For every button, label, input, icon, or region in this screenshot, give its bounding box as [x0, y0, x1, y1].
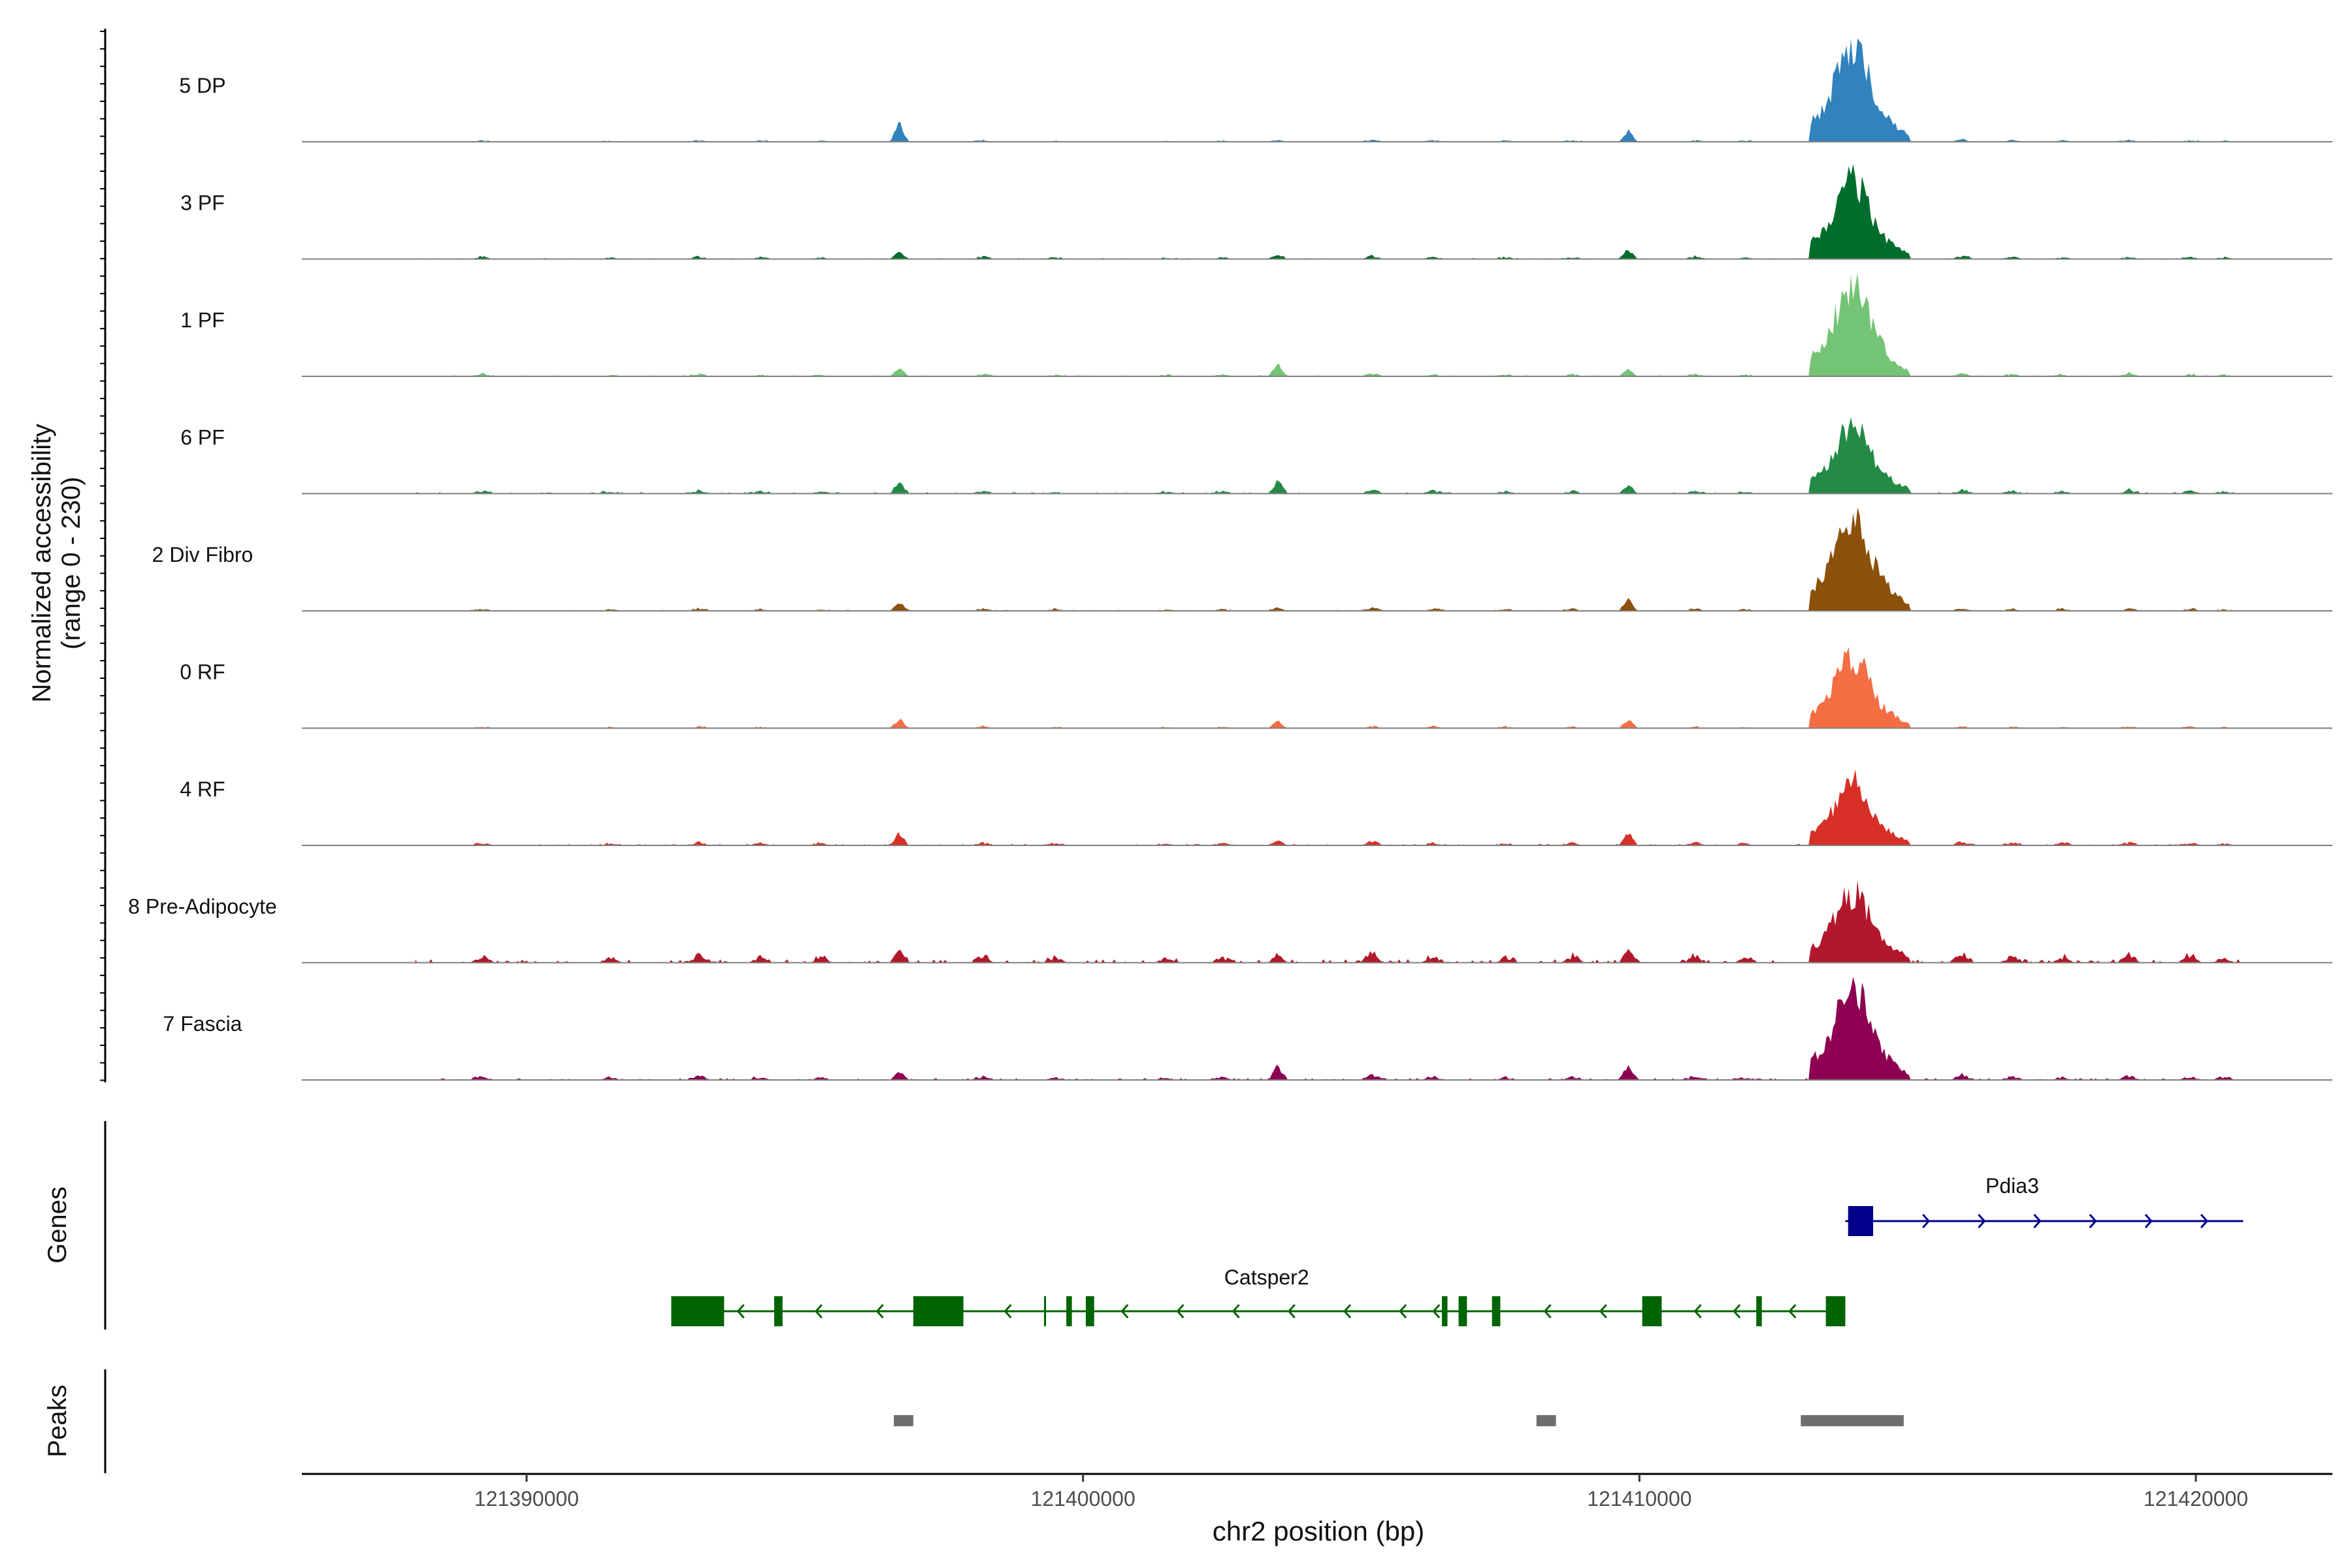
strand-arrow — [1176, 1303, 1184, 1319]
strand-arrow — [736, 1303, 745, 1319]
coverage-area-4 — [415, 508, 2241, 611]
gene-exon — [1756, 1296, 1762, 1326]
coverage-track-4 — [302, 508, 2332, 612]
coverage-area-1 — [415, 164, 2241, 259]
genes-panel-label: Genes — [43, 1186, 72, 1264]
strand-arrow — [2089, 1213, 2097, 1229]
strand-arrow — [1343, 1303, 1352, 1319]
track-label-5: 0 RF — [180, 661, 225, 684]
coverage-tracks — [302, 39, 2332, 1081]
strand-arrow — [1399, 1303, 1407, 1319]
x-tick-label: 121400000 — [1031, 1487, 1135, 1511]
track-label-4: 2 Div Fibro — [152, 543, 253, 566]
x-tick-label: 121390000 — [474, 1487, 579, 1511]
strand-arrow — [1922, 1213, 1931, 1229]
strand-arrow — [1232, 1303, 1240, 1319]
strand-arrow — [1978, 1213, 1986, 1229]
strand-arrow — [1432, 1303, 1441, 1319]
coverage-track-6 — [302, 769, 2332, 846]
coverage-area-2 — [415, 273, 2241, 376]
strand-arrow — [1287, 1303, 1296, 1319]
x-tick-label: 121410000 — [1587, 1487, 1691, 1511]
gene-label-catsper2: Catsper2 — [1224, 1266, 1309, 1289]
y-axis-label-line-1: Normalized accessibility — [27, 424, 56, 703]
strand-arrow — [2200, 1213, 2209, 1229]
strand-arrow — [1004, 1303, 1012, 1319]
coverage-track-1 — [302, 164, 2332, 260]
genes-panel: Genes Pdia3 Catsper2 — [43, 1121, 2244, 1330]
strand-arrow — [1733, 1303, 1741, 1319]
peaks-panel-label: Peaks — [43, 1384, 72, 1457]
track-label-2: 1 PF — [180, 308, 225, 332]
gene-exon — [1492, 1296, 1501, 1326]
coverage-area-0 — [415, 39, 2241, 142]
peak-region — [1536, 1415, 1556, 1426]
coverage-track-8 — [302, 977, 2332, 1081]
strand-arrow — [875, 1303, 884, 1319]
track-label-6: 4 RF — [180, 777, 225, 801]
coverage-track-0 — [302, 39, 2332, 142]
coverage-area-5 — [415, 647, 2241, 728]
strand-arrow — [1693, 1303, 1702, 1319]
track-label-7: 8 Pre-Adipocyte — [128, 895, 277, 919]
gene-exon — [671, 1296, 725, 1326]
track-labels: 5 DP 3 PF 1 PF 6 PF 2 Div Fibro 0 RF 4 RF 8 Pre… — [128, 74, 277, 1036]
gene-exon — [774, 1296, 783, 1326]
strand-arrow — [1543, 1303, 1552, 1319]
gene-exon — [1044, 1296, 1047, 1326]
track-label-1: 3 PF — [180, 191, 225, 215]
gene-exon — [1085, 1296, 1094, 1326]
strand-arrow — [2033, 1213, 2042, 1229]
gene-pdia3: Pdia3 — [1845, 1174, 2244, 1236]
coverage-track-5 — [302, 647, 2332, 729]
track-label-8: 7 Fascia — [163, 1012, 242, 1036]
gene-exon — [1848, 1206, 1874, 1236]
x-axis-label: chr2 position (bp) — [1213, 1516, 1425, 1546]
strand-arrow — [1599, 1303, 1607, 1319]
coverage-area-3 — [415, 417, 2241, 494]
x-tick-label: 121420000 — [2144, 1487, 2248, 1511]
coverage-area-8 — [415, 977, 2241, 1080]
coverage-track-3 — [302, 417, 2332, 495]
gene-exon — [913, 1296, 964, 1326]
strand-arrow — [814, 1303, 823, 1319]
track-label-3: 6 PF — [180, 426, 225, 449]
strand-arrow — [1120, 1303, 1129, 1319]
gene-catsper2: Catsper2 — [671, 1266, 1846, 1326]
strand-arrow — [1788, 1303, 1797, 1319]
x-axis: 121390000 121400000 121410000 121420000 chr2… — [302, 1473, 2332, 1546]
gene-exon — [1642, 1296, 1662, 1326]
coverage-y-axis: Normalized accessibility (range 0 - 230) — [27, 29, 106, 1083]
peak-region — [1801, 1415, 1904, 1426]
coverage-track-7 — [302, 880, 2332, 964]
peaks-panel: Peaks — [43, 1369, 1904, 1473]
coverage-track-2 — [302, 273, 2332, 377]
gene-label-pdia3: Pdia3 — [1985, 1174, 2039, 1198]
coverage-area-6 — [415, 769, 2241, 845]
gene-exon — [1066, 1296, 1072, 1326]
track-label-0: 5 DP — [179, 74, 225, 97]
y-axis-label-line-2: (range 0 - 230) — [57, 477, 86, 650]
strand-arrow — [2144, 1213, 2153, 1229]
peak-region — [894, 1415, 913, 1426]
coverage-area-7 — [415, 880, 2241, 963]
gene-exon — [1458, 1296, 1467, 1326]
gene-exon — [1825, 1296, 1846, 1326]
gene-exon — [1441, 1296, 1448, 1326]
